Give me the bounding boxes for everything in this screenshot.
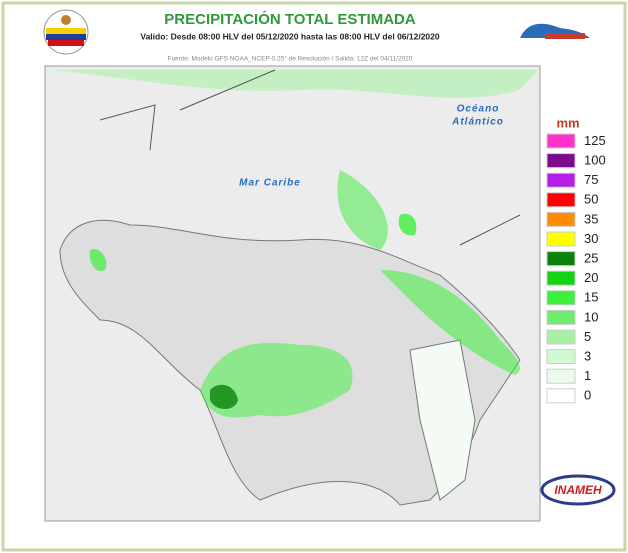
rain-area <box>200 342 353 418</box>
legend-label: 0 <box>584 388 591 403</box>
legend-label: 25 <box>584 251 598 266</box>
legend-swatch <box>546 368 576 384</box>
source: Fuente: Modelo GFS NOAA_NCEP 0.25° de Re… <box>168 55 413 63</box>
legend-swatch <box>546 388 576 404</box>
legend-swatch <box>546 211 576 227</box>
legend-label: 15 <box>584 290 598 305</box>
legend-label: 30 <box>584 231 598 246</box>
map: Mar Caribe Océano Atlántico <box>44 65 541 522</box>
title: PRECIPITACIÓN TOTAL ESTIMADA <box>164 10 416 28</box>
legend-label: 35 <box>584 211 598 226</box>
legend-swatch <box>546 349 576 365</box>
rain-area <box>337 170 388 250</box>
legend-label: 50 <box>584 192 598 207</box>
legend-swatch <box>546 270 576 286</box>
inameh-logo: INAMEH <box>540 474 616 506</box>
legend-label: 75 <box>584 172 598 187</box>
rain-area <box>398 213 417 236</box>
legend-swatch <box>546 329 576 345</box>
flag-logo <box>43 9 89 55</box>
legend-label: 20 <box>584 270 598 285</box>
legend-swatch <box>546 231 576 247</box>
legend-swatch <box>546 309 576 325</box>
subtitle: Valido: Desde 08:00 HLV del 05/12/2020 h… <box>140 31 440 41</box>
legend-swatch <box>546 290 576 306</box>
rain-area <box>380 270 520 375</box>
legend-label: 125 <box>584 133 606 148</box>
legend-label: 1 <box>584 368 591 383</box>
rain-area <box>48 70 538 98</box>
ocean-label: Océano <box>457 104 500 115</box>
legend-swatch <box>546 192 576 208</box>
legend-label: 3 <box>584 349 591 364</box>
logo-text: INAMEH <box>554 483 602 497</box>
legend-unit: mm <box>556 115 579 130</box>
legend-swatch <box>546 172 576 188</box>
legend-swatch <box>546 153 576 169</box>
legend-label: 100 <box>584 153 606 168</box>
sea-label: Mar Caribe <box>239 178 301 189</box>
ocean-label: Atlántico <box>451 117 504 128</box>
rain-area <box>210 384 238 409</box>
legend-swatch <box>546 251 576 267</box>
rain-area <box>89 249 107 272</box>
legend-label: 5 <box>584 329 591 344</box>
legend-label: 10 <box>584 309 598 324</box>
maritime-border <box>99 69 521 246</box>
peace-logo <box>520 23 590 39</box>
legend-swatch <box>546 133 576 149</box>
